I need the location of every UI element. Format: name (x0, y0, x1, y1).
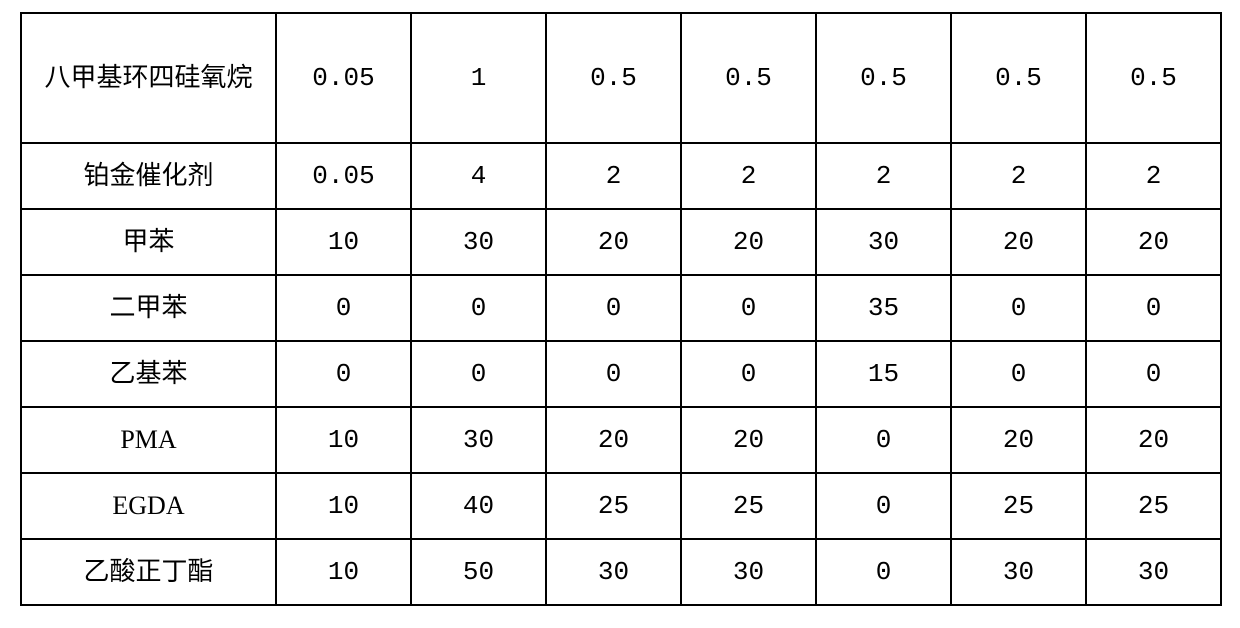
cell: 2 (681, 143, 816, 209)
cell: 0 (546, 341, 681, 407)
cell: 0 (951, 341, 1086, 407)
cell: 0 (1086, 341, 1221, 407)
cell: 30 (411, 407, 546, 473)
cell: 15 (816, 341, 951, 407)
cell: 20 (951, 209, 1086, 275)
cell: 0.5 (1086, 13, 1221, 143)
cell: 30 (951, 539, 1086, 605)
cell: 10 (276, 539, 411, 605)
cell: 0.5 (951, 13, 1086, 143)
cell: 0 (1086, 275, 1221, 341)
cell: 0 (276, 341, 411, 407)
cell: 35 (816, 275, 951, 341)
cell: 20 (1086, 407, 1221, 473)
table-container: 八甲基环四硅氧烷 0.05 1 0.5 0.5 0.5 0.5 0.5 铂金催化… (0, 0, 1240, 618)
table-row: EGDA 10 40 25 25 0 25 25 (21, 473, 1221, 539)
row-label: EGDA (21, 473, 276, 539)
cell: 2 (1086, 143, 1221, 209)
cell: 0 (816, 407, 951, 473)
cell: 10 (276, 407, 411, 473)
cell: 50 (411, 539, 546, 605)
row-label: 乙酸正丁酯 (21, 539, 276, 605)
cell: 25 (951, 473, 1086, 539)
cell: 30 (546, 539, 681, 605)
cell: 0 (546, 275, 681, 341)
cell: 0 (411, 341, 546, 407)
cell: 0 (681, 341, 816, 407)
cell: 0 (681, 275, 816, 341)
table-row: 乙酸正丁酯 10 50 30 30 0 30 30 (21, 539, 1221, 605)
data-table: 八甲基环四硅氧烷 0.05 1 0.5 0.5 0.5 0.5 0.5 铂金催化… (20, 12, 1222, 606)
cell: 20 (1086, 209, 1221, 275)
table-row: 铂金催化剂 0.05 4 2 2 2 2 2 (21, 143, 1221, 209)
cell: 20 (951, 407, 1086, 473)
cell: 4 (411, 143, 546, 209)
cell: 0.5 (681, 13, 816, 143)
cell: 0.5 (816, 13, 951, 143)
cell: 20 (681, 407, 816, 473)
cell: 40 (411, 473, 546, 539)
cell: 25 (546, 473, 681, 539)
cell: 0 (816, 539, 951, 605)
cell: 20 (681, 209, 816, 275)
cell: 20 (546, 407, 681, 473)
cell: 2 (816, 143, 951, 209)
cell: 25 (1086, 473, 1221, 539)
cell: 30 (816, 209, 951, 275)
cell: 2 (546, 143, 681, 209)
cell: 0.05 (276, 13, 411, 143)
cell: 0.5 (546, 13, 681, 143)
cell: 30 (411, 209, 546, 275)
row-label: 乙基苯 (21, 341, 276, 407)
cell: 0.05 (276, 143, 411, 209)
cell: 0 (411, 275, 546, 341)
cell: 10 (276, 473, 411, 539)
table-row: 八甲基环四硅氧烷 0.05 1 0.5 0.5 0.5 0.5 0.5 (21, 13, 1221, 143)
row-label: 铂金催化剂 (21, 143, 276, 209)
row-label: 八甲基环四硅氧烷 (21, 13, 276, 143)
cell: 2 (951, 143, 1086, 209)
cell: 0 (276, 275, 411, 341)
cell: 1 (411, 13, 546, 143)
row-label: PMA (21, 407, 276, 473)
table-row: 乙基苯 0 0 0 0 15 0 0 (21, 341, 1221, 407)
row-label: 二甲苯 (21, 275, 276, 341)
cell: 20 (546, 209, 681, 275)
cell: 30 (1086, 539, 1221, 605)
cell: 0 (816, 473, 951, 539)
table-row: PMA 10 30 20 20 0 20 20 (21, 407, 1221, 473)
table-row: 甲苯 10 30 20 20 30 20 20 (21, 209, 1221, 275)
cell: 10 (276, 209, 411, 275)
cell: 30 (681, 539, 816, 605)
table-row: 二甲苯 0 0 0 0 35 0 0 (21, 275, 1221, 341)
cell: 25 (681, 473, 816, 539)
row-label: 甲苯 (21, 209, 276, 275)
cell: 0 (951, 275, 1086, 341)
